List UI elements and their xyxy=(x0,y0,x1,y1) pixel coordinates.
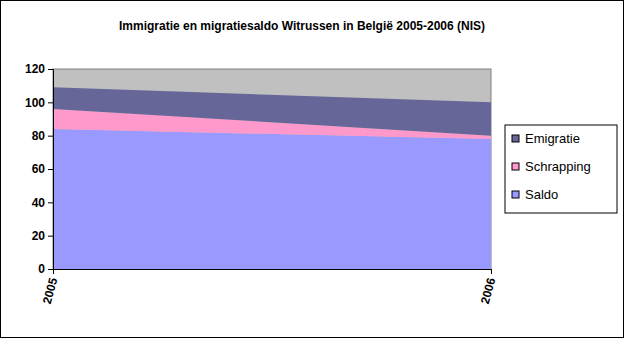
x-tick-mark xyxy=(491,269,492,274)
y-tick: 100 xyxy=(25,96,53,110)
x-axis: 2005 2006 xyxy=(40,269,499,306)
y-axis-line xyxy=(48,70,54,270)
y-tick: 40 xyxy=(32,196,53,210)
x-axis-line xyxy=(54,270,492,275)
area xyxy=(53,129,491,269)
x-tick-mark xyxy=(53,269,54,274)
x-tick: 2006 xyxy=(478,269,499,306)
y-tick-mark xyxy=(48,202,53,203)
y-tick: 120 xyxy=(25,62,53,76)
y-tick-mark xyxy=(48,136,53,137)
legend-label: Saldo xyxy=(525,187,558,202)
y-tick: 0 xyxy=(38,262,53,276)
y-tick-label: 60 xyxy=(32,162,46,176)
legend: Emigratie Schrapping Saldo xyxy=(505,125,617,213)
y-tick-label: 100 xyxy=(25,96,45,110)
y-tick-label: 20 xyxy=(32,229,46,243)
x-tick: 2005 xyxy=(40,269,61,306)
legend-label: Schrapping xyxy=(525,159,591,174)
chart-background xyxy=(1,1,624,338)
y-tick: 20 xyxy=(32,229,53,243)
y-axis: 0 20 40 60 80 100 120 xyxy=(25,62,54,276)
y-tick-label: 120 xyxy=(25,62,45,76)
x-tick-label: 2006 xyxy=(478,276,499,306)
legend-swatch xyxy=(512,163,519,170)
x-tick-label: 2005 xyxy=(40,276,61,306)
area xyxy=(53,87,491,135)
y-tick-mark xyxy=(48,269,53,270)
chart: Immigratie en migratiesaldo Witrussen in… xyxy=(0,0,624,338)
legend-swatch xyxy=(512,191,519,198)
y-tick-mark xyxy=(48,236,53,237)
y-tick: 80 xyxy=(32,129,53,143)
plot-marks xyxy=(53,87,491,269)
y-tick-mark xyxy=(48,69,53,70)
plot-background xyxy=(53,69,491,269)
legend-swatch xyxy=(512,135,519,142)
y-tick-mark xyxy=(48,102,53,103)
title: Immigratie en migratiesaldo Witrussen in… xyxy=(119,19,485,33)
y-tick-label: 80 xyxy=(32,129,46,143)
legend-box xyxy=(505,125,617,213)
legend-label: Emigratie xyxy=(525,131,580,146)
y-tick: 60 xyxy=(32,162,53,176)
y-tick-label: 0 xyxy=(38,262,45,276)
y-tick-label: 40 xyxy=(32,196,46,210)
y-tick-mark xyxy=(48,169,53,170)
